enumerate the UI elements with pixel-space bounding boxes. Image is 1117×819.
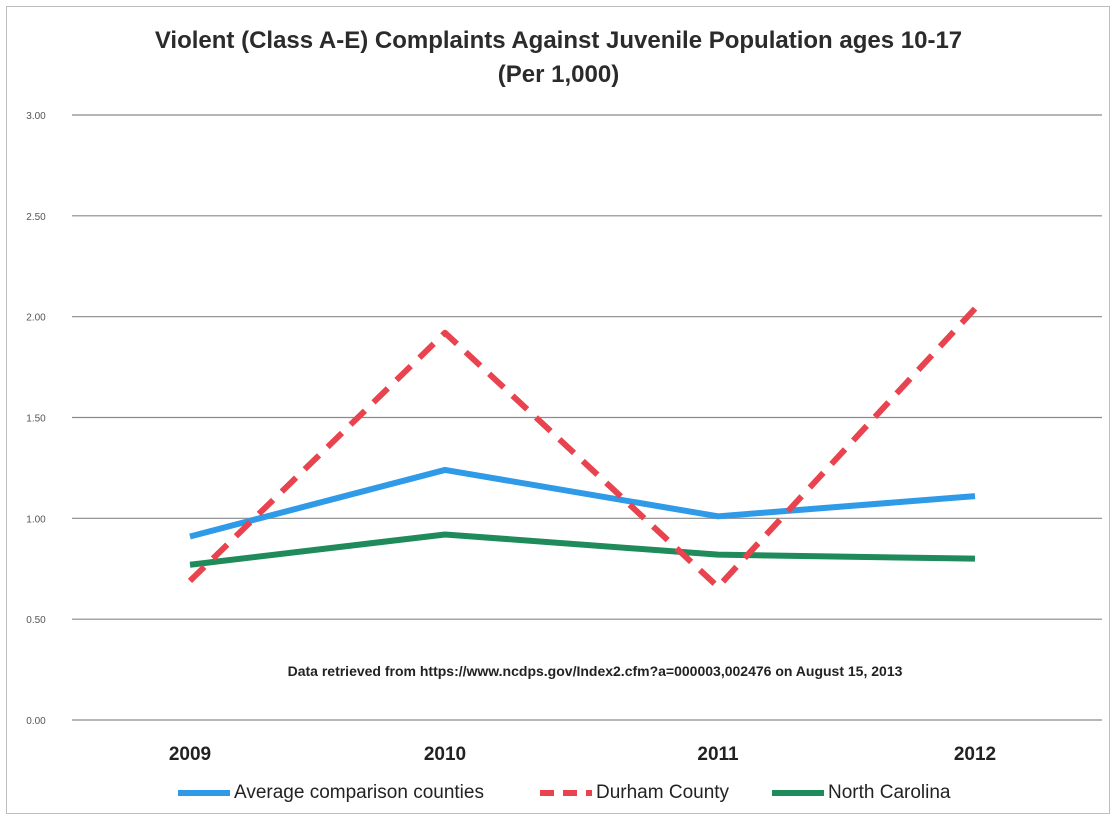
y-tick-label: 3.00	[26, 111, 46, 122]
chart-title-block: Violent (Class A-E) Complaints Against J…	[0, 24, 1117, 92]
legend-swatch-durham	[538, 778, 594, 808]
y-tick-label: 0.50	[26, 615, 46, 626]
legend-label-average: Average comparison counties	[234, 782, 484, 803]
x-axis-ticks: 2009 2010 2011 2012	[169, 744, 996, 765]
series-line-2	[189, 531, 976, 568]
y-tick-label: 2.50	[26, 212, 46, 223]
legend-item-durham: Durham County	[538, 778, 729, 808]
series-line-1	[187, 306, 978, 590]
x-tick-label: 2011	[697, 744, 739, 765]
x-tick-label: 2009	[169, 744, 211, 765]
y-tick-label: 0.00	[26, 716, 46, 727]
legend-item-nc: North Carolina	[770, 778, 951, 808]
chart-frame	[6, 6, 1110, 814]
y-tick-label: 2.00	[26, 313, 46, 324]
series-line-0	[189, 466, 976, 540]
x-tick-label: 2012	[954, 744, 996, 765]
source-annotation: Data retrieved from https://www.ncdps.go…	[288, 663, 903, 679]
chart-subtitle: (Per 1,000)	[497, 61, 620, 88]
legend: Average comparison counties Durham Count…	[0, 778, 1117, 808]
gridlines	[72, 114, 1102, 721]
legend-label-durham: Durham County	[596, 782, 730, 803]
y-tick-label: 1.50	[26, 414, 46, 425]
legend-label-nc: North Carolina	[828, 782, 951, 803]
y-axis-ticks: 0.00 0.50 1.00 1.50 2.00 2.50 3.00	[26, 111, 46, 727]
chart-title: Violent (Class A-E) Complaints Against J…	[154, 27, 963, 54]
legend-item-average: Average comparison counties	[176, 778, 484, 808]
x-tick-label: 2010	[424, 744, 466, 765]
y-tick-label: 1.00	[26, 514, 46, 525]
legend-swatch-nc	[770, 778, 826, 808]
legend-swatch-average	[176, 778, 232, 808]
series-lines	[187, 306, 978, 590]
